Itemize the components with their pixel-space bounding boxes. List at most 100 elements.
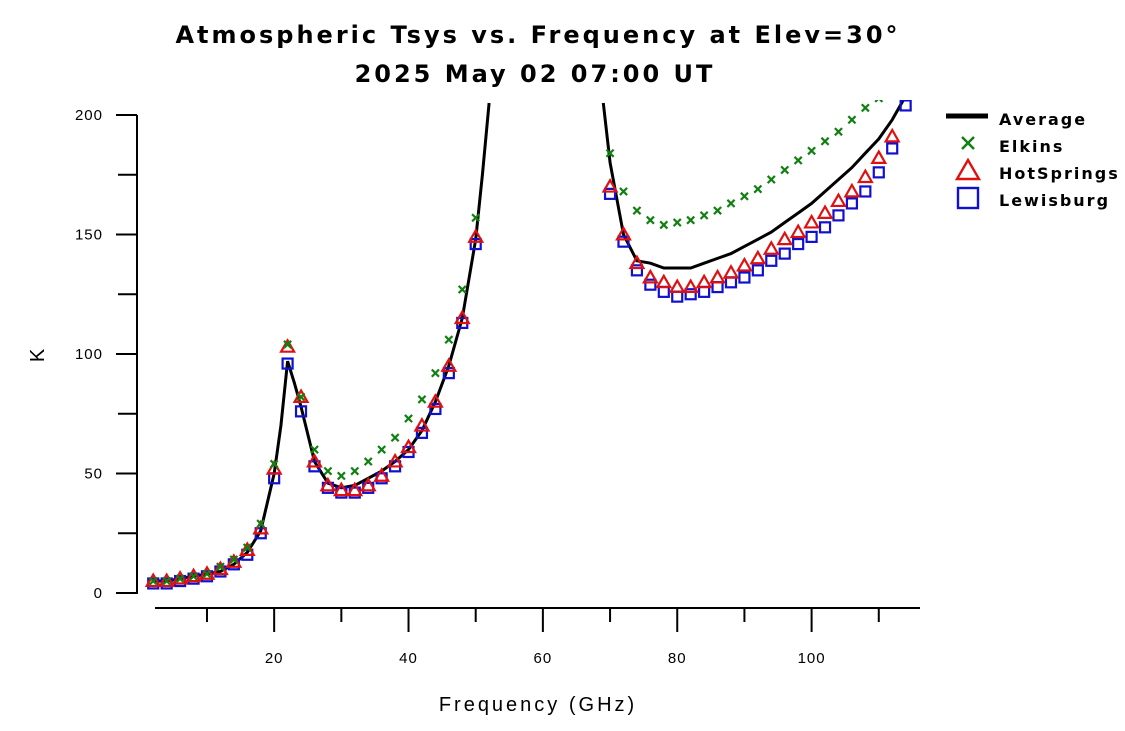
data-point-elkins — [686, 215, 696, 225]
data-point-hotsprings — [292, 388, 310, 403]
data-point-hotsprings — [386, 452, 404, 468]
data-point-hotsprings — [413, 416, 431, 432]
data-point-hotsprings — [171, 569, 189, 585]
legend-swatch-elkins — [961, 136, 975, 150]
data-point-lewisburg — [684, 288, 697, 301]
data-point-lewisburg — [778, 247, 791, 260]
data-point-lewisburg — [294, 405, 308, 418]
data-point-elkins — [310, 445, 319, 454]
data-point-elkins — [431, 368, 440, 378]
axes: 0 50 100 150 200 20 40 60 80 100 — [75, 107, 920, 667]
data-point-hotsprings — [453, 309, 471, 325]
series-line-average — [601, 100, 906, 270]
data-point-elkins — [874, 100, 884, 103]
data-point-hotsprings — [843, 182, 861, 198]
data-point-elkins — [417, 395, 427, 404]
data-point-hotsprings — [615, 225, 632, 241]
data-point-lewisburg — [711, 280, 724, 294]
data-point-lewisburg — [751, 264, 764, 277]
data-point-hotsprings — [736, 256, 753, 272]
data-point-lewisburg — [738, 271, 751, 284]
data-point-elkins — [740, 191, 749, 201]
data-point-hotsprings — [144, 572, 162, 588]
x-tick-label: 40 — [399, 650, 418, 667]
series-line-average — [153, 102, 491, 583]
data-point-hotsprings — [816, 204, 834, 219]
data-point-hotsprings — [400, 438, 417, 454]
data-point-lewisburg — [818, 221, 832, 234]
data-point-lewisburg — [469, 237, 482, 251]
data-point-lewisburg — [415, 426, 429, 439]
data-point-hotsprings — [628, 254, 646, 270]
data-point-elkins — [713, 206, 722, 215]
data-point-lewisburg — [832, 209, 845, 222]
data-point-elkins — [860, 103, 870, 113]
data-point-lewisburg — [698, 285, 711, 298]
legend-label-average: Average — [999, 110, 1087, 129]
data-point-elkins — [672, 218, 682, 227]
y-tick-label: 100 — [75, 346, 103, 363]
data-point-elkins — [632, 206, 642, 215]
data-point-hotsprings — [252, 519, 270, 535]
data-point-elkins — [336, 471, 346, 481]
data-point-hotsprings — [332, 481, 350, 497]
data-point-hotsprings — [359, 476, 377, 492]
data-point-elkins — [404, 414, 413, 423]
data-point-hotsprings — [776, 230, 794, 246]
data-point-lewisburg — [617, 235, 630, 248]
data-point-elkins — [780, 165, 790, 175]
data-point-lewisburg — [603, 187, 617, 200]
data-point-elkins — [619, 187, 628, 196]
data-point-elkins — [753, 184, 763, 194]
data-point-hotsprings — [601, 177, 619, 193]
data-point-elkins — [189, 571, 198, 581]
data-point-lewisburg — [429, 402, 442, 416]
data-point-elkins — [175, 574, 185, 584]
y-tick-label: 0 — [94, 585, 103, 602]
data-point-lewisburg — [805, 230, 818, 243]
data-point-elkins — [807, 146, 816, 156]
data-point-lewisburg — [845, 197, 859, 210]
data-point-hotsprings — [709, 268, 726, 284]
x-ticks: 20 40 60 80 100 — [205, 608, 880, 667]
y-tick-label: 200 — [75, 107, 103, 124]
data-point-elkins — [847, 115, 857, 125]
data-point-elkins — [256, 519, 266, 529]
data-point-lewisburg — [442, 367, 455, 380]
data-point-elkins — [820, 136, 830, 146]
y-ticks: 0 50 100 150 200 — [75, 107, 137, 602]
x-tick-label: 100 — [798, 650, 826, 667]
legend-label-elkins: Elkins — [999, 137, 1064, 156]
data-point-elkins — [148, 576, 158, 586]
data-point-lewisburg — [281, 357, 294, 370]
data-point-elkins — [296, 392, 306, 402]
data-point-lewisburg — [899, 100, 912, 112]
data-point-hotsprings — [695, 273, 713, 289]
data-point-elkins — [202, 569, 212, 579]
data-point-elkins — [269, 459, 279, 469]
data-point-elkins — [390, 433, 400, 443]
data-point-elkins — [471, 213, 481, 223]
data-point-lewisburg — [859, 185, 872, 198]
data-point-hotsprings — [279, 338, 296, 353]
y-axis-label: K — [27, 346, 49, 362]
legend-swatch-hotsprings — [954, 157, 982, 181]
data-point-elkins — [229, 555, 239, 564]
data-point-lewisburg — [765, 254, 778, 267]
data-point-hotsprings — [722, 264, 740, 279]
data-point-lewisburg — [872, 166, 885, 179]
data-point-hotsprings — [789, 223, 807, 239]
data-point-elkins — [162, 576, 172, 586]
data-point-elkins — [444, 335, 454, 345]
data-point-elkins — [377, 445, 387, 454]
data-point-hotsprings — [346, 481, 364, 497]
data-point-lewisburg — [657, 285, 670, 298]
data-point-elkins — [605, 148, 615, 158]
legend-label-lewisburg: Lewisburg — [999, 191, 1110, 210]
data-point-hotsprings — [158, 572, 176, 588]
data-point-hotsprings — [830, 192, 847, 208]
data-point-elkins — [793, 156, 803, 165]
data-point-hotsprings — [762, 240, 780, 255]
x-tick-label: 60 — [534, 650, 553, 667]
